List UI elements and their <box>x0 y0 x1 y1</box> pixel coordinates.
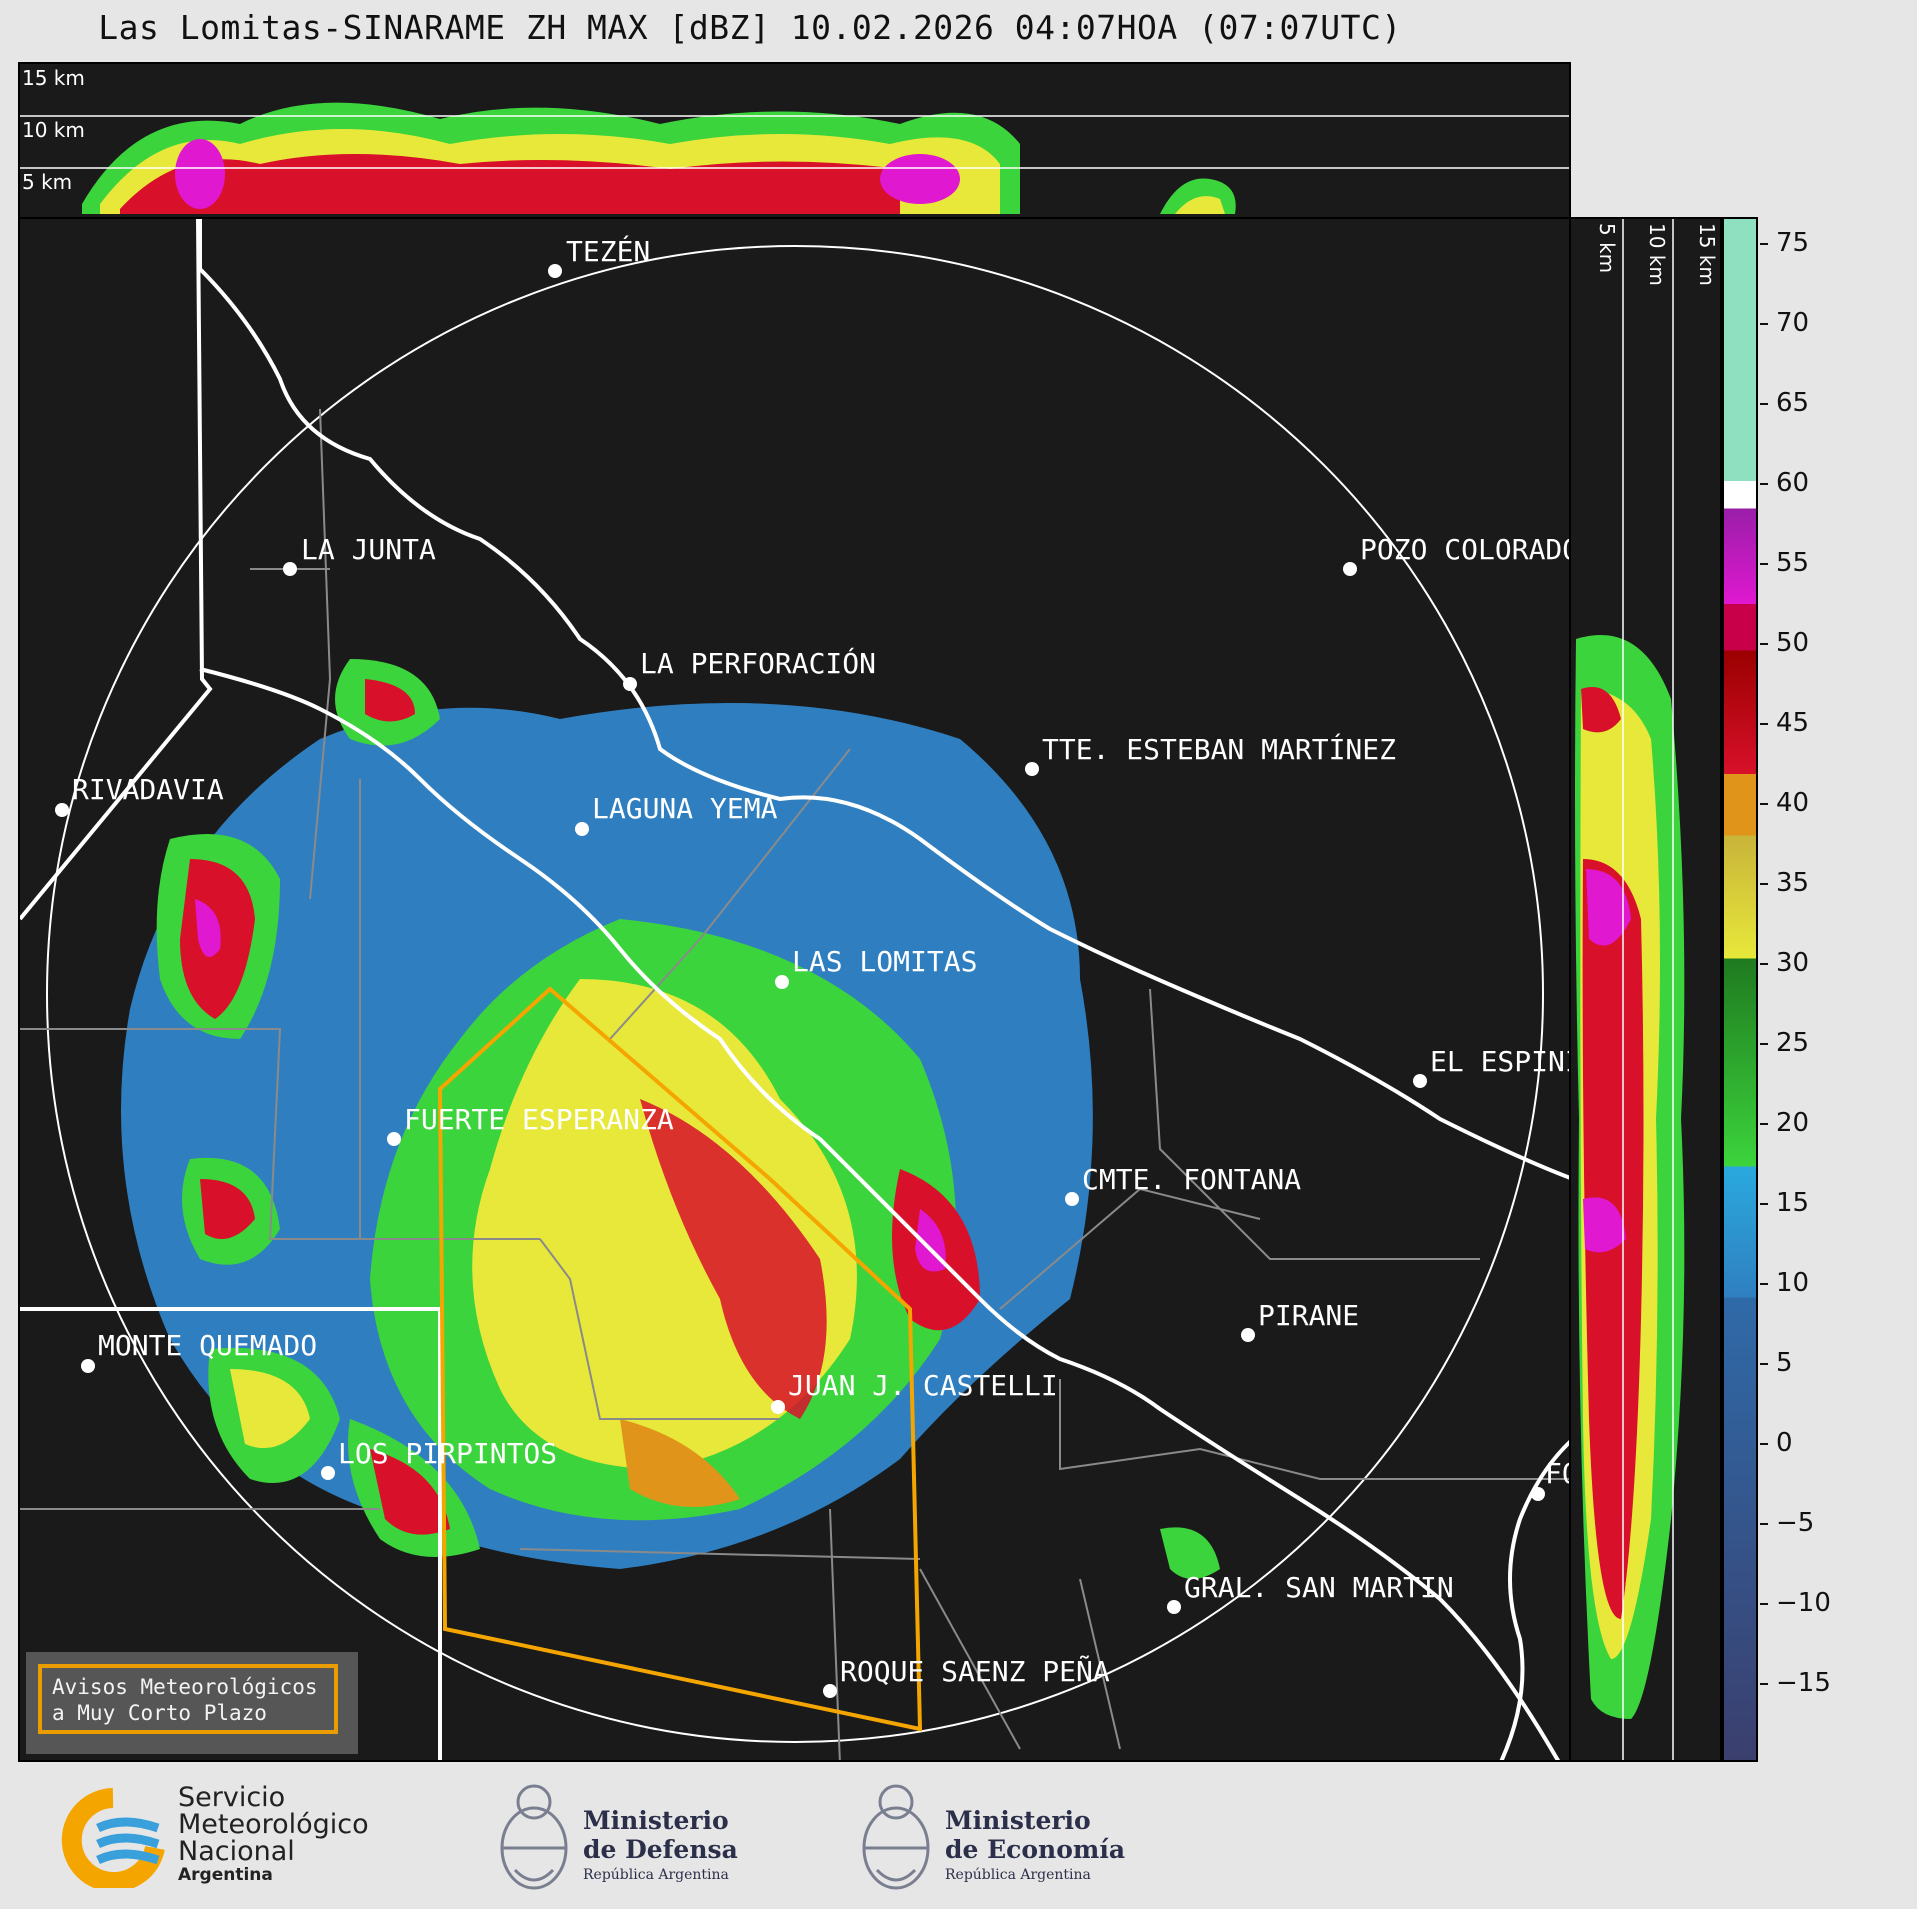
colorbar <box>1722 217 1758 1762</box>
colorbar-tick: 10 <box>1760 1268 1809 1298</box>
economia-line1: Ministerio <box>945 1806 1091 1835</box>
smn-logo-text: Servicio Meteorológico Nacional Argentin… <box>178 1784 369 1885</box>
warning-legend[interactable]: Avisos Meteorológicos a Muy Corto Plazo <box>26 1652 358 1754</box>
colorbar-tick: 75 <box>1760 228 1809 258</box>
city-label-la-junta: LA JUNTA <box>301 533 436 566</box>
colorbar-tick: 15 <box>1760 1188 1809 1218</box>
city-label-el-espinillo: EL ESPINILLO <box>1430 1045 1569 1078</box>
city-label-cmte-fontana: CMTE. FONTANA <box>1082 1163 1302 1196</box>
warning-legend-line1: Avisos Meteorológicos <box>52 1675 318 1699</box>
city-label-tte-esteban-martinez: TTE. ESTEBAN MARTÍNEZ <box>1042 733 1397 766</box>
colorbar-tick: 65 <box>1760 388 1809 418</box>
smn-line1: Servicio <box>178 1782 286 1813</box>
radar-map <box>20 219 1569 1760</box>
colorbar-tick: 25 <box>1760 1028 1809 1058</box>
colorbar-tick: 60 <box>1760 468 1809 498</box>
defensa-line1: Ministerio <box>583 1806 729 1835</box>
city-label-rivadavia: RIVADAVIA <box>72 773 224 806</box>
right-cross-section-panel: 5 km 10 km 15 km <box>1569 217 1722 1762</box>
city-label-los-pirpintos: LOS PIRPINTOS <box>338 1437 558 1470</box>
colorbar-tick: 70 <box>1760 308 1809 338</box>
city-label-pirane: PIRANE <box>1258 1299 1360 1332</box>
city-label-tezen: TEZÉN <box>566 235 651 268</box>
colorbar-tick: 30 <box>1760 948 1809 978</box>
defensa-line2: de Defensa <box>583 1835 738 1864</box>
economia-logo-text: Ministerio de Economía <box>945 1806 1125 1864</box>
height-label-5km: 5 km <box>22 170 73 194</box>
city-label-las-lomitas: LAS LOMITAS <box>792 945 978 978</box>
radar-map-panel[interactable]: TEZÉN LA JUNTA POZO COLORADO LA PERFORAC… <box>18 217 1571 1762</box>
smn-line3: Nacional <box>178 1836 295 1867</box>
right-cross-section-echoes <box>1575 219 1685 1760</box>
city-label-juan-j-castelli: JUAN J. CASTELLI <box>788 1369 1058 1402</box>
side-height-label-15km: 15 km <box>1695 223 1719 286</box>
height-label-10km: 10 km <box>22 118 85 142</box>
smn-line4: Argentina <box>178 1865 273 1885</box>
city-label-fuerte-esperanza: FUERTE ESPERANZA <box>404 1103 674 1136</box>
colorbar-tick: 0 <box>1760 1428 1793 1458</box>
warning-polygon[interactable] <box>437 986 923 1732</box>
province-borders <box>20 219 1569 1760</box>
footer-logos: Servicio Meteorológico Nacional Argentin… <box>0 1770 1917 1909</box>
top-cross-section-panel: 15 km 10 km 5 km <box>18 62 1571 219</box>
economia-line2: de Economía <box>945 1835 1126 1864</box>
side-height-label-10km: 10 km <box>1645 223 1669 286</box>
range-ring <box>46 245 1544 1743</box>
colorbar-tick: 5 <box>1760 1348 1793 1378</box>
colorbar-tick: −10 <box>1760 1588 1831 1618</box>
colorbar-tick: 50 <box>1760 628 1809 658</box>
city-label-pozo-colorado: POZO COLORADO <box>1360 533 1571 566</box>
colorbar-tick: −15 <box>1760 1668 1831 1698</box>
defensa-line3: República Argentina <box>583 1867 729 1883</box>
economia-line3: República Argentina <box>945 1867 1091 1883</box>
localities <box>55 264 1545 1698</box>
colorbar-tick: 20 <box>1760 1108 1809 1138</box>
colorbar-tick: 45 <box>1760 708 1809 738</box>
city-label-gral-san-martin: GRAL. SAN MARTIN <box>1184 1571 1454 1604</box>
city-label-laguna-yema: LAGUNA YEMA <box>592 792 778 825</box>
smn-line2: Meteorológico <box>178 1809 369 1840</box>
department-boundaries <box>20 408 1569 1760</box>
city-label-roque-saenz-pena: ROQUE SAENZ PEÑA <box>840 1655 1110 1688</box>
city-label-monte-quemado: MONTE QUEMADO <box>98 1329 318 1362</box>
defensa-logo-text: Ministerio de Defensa <box>583 1806 738 1864</box>
top-cross-section-echoes <box>20 102 1569 214</box>
colorbar-tick: 55 <box>1760 548 1809 578</box>
economia-shield-icon <box>857 1780 935 1898</box>
city-label-la-perforacion: LA PERFORACIÓN <box>640 647 877 680</box>
city-label-formosa: FORMOSA <box>1545 1457 1569 1490</box>
height-label-15km: 15 km <box>22 66 85 90</box>
reflectivity-echoes <box>121 659 1220 1579</box>
colorbar-tick: 35 <box>1760 868 1809 898</box>
side-height-label-5km: 5 km <box>1595 223 1619 274</box>
defensa-shield-icon <box>495 1780 573 1898</box>
warning-legend-line2: a Muy Corto Plazo <box>52 1701 267 1725</box>
colorbar-tick: −5 <box>1760 1508 1814 1538</box>
colorbar-tick: 40 <box>1760 788 1809 818</box>
smn-logo-icon <box>58 1788 168 1892</box>
chart-title: Las Lomitas-SINARAME ZH MAX [dBZ] 10.02.… <box>98 8 1402 47</box>
